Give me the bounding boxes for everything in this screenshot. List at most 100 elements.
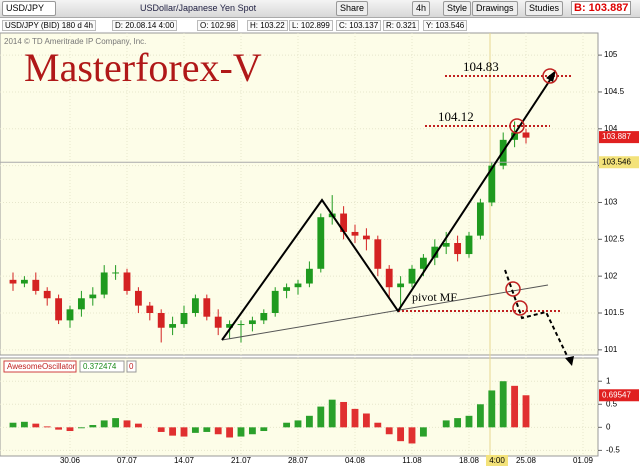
marker-circle [509,118,525,134]
candle-body [431,246,439,258]
price-marker [599,156,639,169]
period-button[interactable]: 4h [412,1,431,16]
oscillator-bar [374,422,382,428]
projection-line [504,269,571,363]
candle-body [226,324,234,328]
oscillator-bar [511,385,519,428]
oscillator-pane [0,357,599,457]
candle-body [294,283,302,288]
candle-body [522,132,530,138]
candle-body [9,279,17,284]
candle-body [100,272,108,295]
target-label: 104.12 [438,109,474,124]
oscillator-bar [226,427,234,438]
marker-circle [505,281,521,297]
candle-body [271,290,279,313]
oscillator-bar [20,421,28,428]
candle-body [237,324,245,326]
symbol-box[interactable]: USD/JPY [2,1,56,16]
value-marker [599,389,639,402]
candle-body [146,305,154,313]
candle-body [305,268,313,284]
oscillator-bar [522,395,530,428]
candle-body [454,243,462,255]
trend-line [221,284,549,341]
y-tick-label: 1 [606,376,611,385]
candle-body [89,294,97,299]
oscillator-bar [283,422,291,428]
y-tick-label: 0.5 [606,399,618,408]
osc-value-box [79,360,125,373]
price-pane [0,32,599,356]
x-tick-label: 01.09 [573,456,594,465]
oscillator-bar [43,426,51,428]
oscillator-bar [191,427,199,433]
oscillator-bar [214,427,222,435]
bid-price: B: 103.887 [571,1,632,15]
y-tick-label: 104.5 [604,87,625,96]
candle-body [180,313,188,325]
oscillator-bar [294,420,302,428]
oscillator-bar [248,427,256,435]
x-tick-label: 07.07 [117,456,138,465]
candle-body [476,202,484,236]
candle-body [260,313,268,321]
pivot-label: pivot MF [412,290,457,304]
target-label: 104.83 [463,59,499,74]
oscillator-bar [362,413,370,428]
style-button[interactable]: Style [443,1,472,16]
oscillator-bar [408,427,416,444]
candle-body [419,257,427,269]
studies-button[interactable]: Studies [525,1,564,16]
oscillator-bar [89,425,97,428]
osc-shift: 0 [129,362,134,371]
oscillator-bar [100,420,108,428]
candle-body [488,165,496,203]
toolbar: USD/JPY USDollar/Japanese Yen Spot Share… [0,0,640,18]
x-tick-label: 28.07 [288,456,309,465]
oscillator-bar [317,406,325,428]
oscillator-bar [32,423,40,428]
share-button[interactable]: Share [336,1,369,16]
oscillator-bar [419,427,427,437]
osc-title-box [3,360,77,373]
title-annotation: Masterforex-V [24,45,262,90]
oscillator-bar [499,381,507,428]
oscillator-bar [454,418,462,428]
oscillator-bar [260,427,268,432]
x-tick-label: 14.07 [174,456,195,465]
marker-circle [512,300,528,316]
high-info: H: 103.22 [247,20,288,31]
candle-body [511,132,519,140]
x-tick-label: 04.08 [345,456,366,465]
copyright: 2014 © TD Ameritrade IP Company, Inc. [4,37,146,46]
series-info: USD/JPY (BID) 180 d 4h [2,20,96,31]
y-tick-label: 102 [604,271,618,280]
candle-body [66,309,74,321]
time-box [486,455,508,466]
arrow-head [546,70,556,82]
x-tick-label: 21.07 [231,456,252,465]
oscillator-bar [157,427,165,432]
candle-body [43,290,51,299]
oscillator-bar [442,420,450,428]
oscillator-bar [340,401,348,428]
date-info: D: 20.08.14 4:00 [112,20,178,31]
range-info: R: 0.321 [383,20,420,31]
candle-body [248,320,256,325]
oscillator-bar [351,408,359,428]
price-marker-label: 103.546 [602,157,631,166]
y-tick-label: 103 [604,198,618,207]
candle-body [283,287,291,291]
candle-body [340,213,348,232]
y-tick-label: 101 [604,345,618,354]
drawings-button[interactable]: Drawings [472,1,518,16]
wave-line [221,73,555,341]
price-marker-label: 103.887 [602,132,631,141]
drawings [221,68,574,366]
oscillator-bar [9,422,17,428]
oscillator-bar [123,420,131,428]
osc-title: AwesomeOscillator [7,362,76,371]
